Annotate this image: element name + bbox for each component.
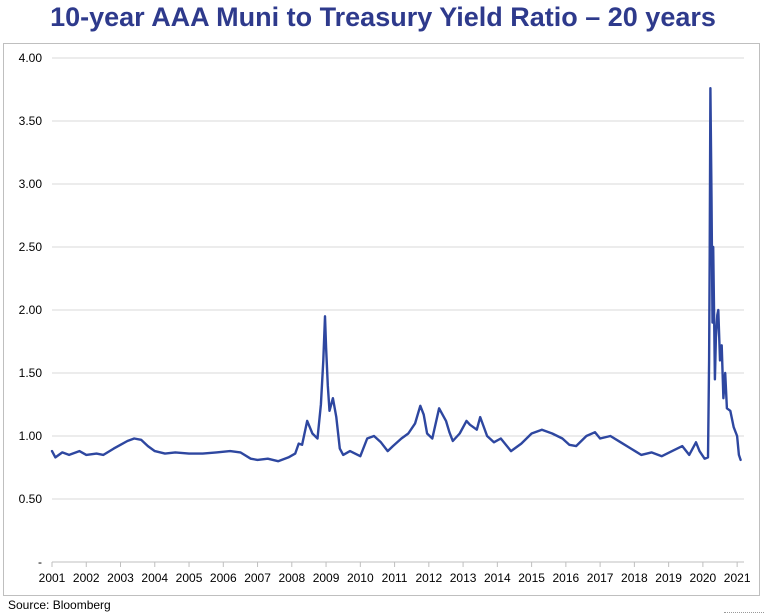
x-tick-label: 2001 [39, 571, 66, 585]
x-tick-label: 2010 [347, 571, 374, 585]
y-tick-label: 1.00 [19, 429, 43, 443]
source-note: Source: Bloomberg [8, 598, 111, 612]
x-tick-label: 2011 [382, 571, 408, 585]
y-tick-label: - [38, 555, 42, 569]
gridlines [52, 57, 744, 500]
y-tick-label: 0.50 [19, 492, 43, 506]
x-tick-label: 2015 [518, 571, 545, 585]
y-tick-label: 4.00 [19, 51, 43, 65]
x-tick-label: 2007 [244, 571, 271, 585]
corner-mark [724, 612, 764, 616]
x-tick-label: 2020 [690, 571, 717, 585]
x-tick-label: 2012 [415, 571, 442, 585]
x-tick-label: 2021 [724, 571, 751, 585]
x-tick-label: 2003 [107, 571, 134, 585]
series-layer [50, 87, 742, 463]
y-tick-label: 2.50 [19, 240, 43, 254]
x-tick-label: 2017 [587, 571, 614, 585]
x-tick-label: 2006 [210, 571, 237, 585]
chart-title: 10-year AAA Muni to Treasury Yield Ratio… [50, 2, 716, 32]
x-tick-label: 2008 [278, 571, 305, 585]
series-line [50, 87, 742, 463]
x-tick-label: 2016 [553, 571, 580, 585]
chart-frame [3, 43, 760, 596]
y-tick-label: 3.50 [19, 114, 43, 128]
x-tick-label: 2014 [484, 571, 511, 585]
x-tick-label: 2004 [141, 571, 168, 585]
x-tick-label: 2013 [450, 571, 477, 585]
y-tick-label: 1.50 [19, 366, 43, 380]
y-tick-label: 2.00 [19, 303, 43, 317]
x-axis-ticks: 2001 2002 2003 2004 2005 2006 2007 2008 2009 2010… [39, 562, 751, 585]
x-tick-label: 2019 [655, 571, 682, 585]
x-tick-label: 2018 [621, 571, 648, 585]
y-axis-ticks: - 0.50 1.00 1.50 2.00 2.50 3.00 3.50 4.00 [19, 51, 43, 569]
x-tick-label: 2009 [313, 571, 340, 585]
x-tick-label: 2002 [73, 571, 100, 585]
x-tick-label: 2005 [176, 571, 203, 585]
y-tick-label: 3.00 [19, 177, 43, 191]
